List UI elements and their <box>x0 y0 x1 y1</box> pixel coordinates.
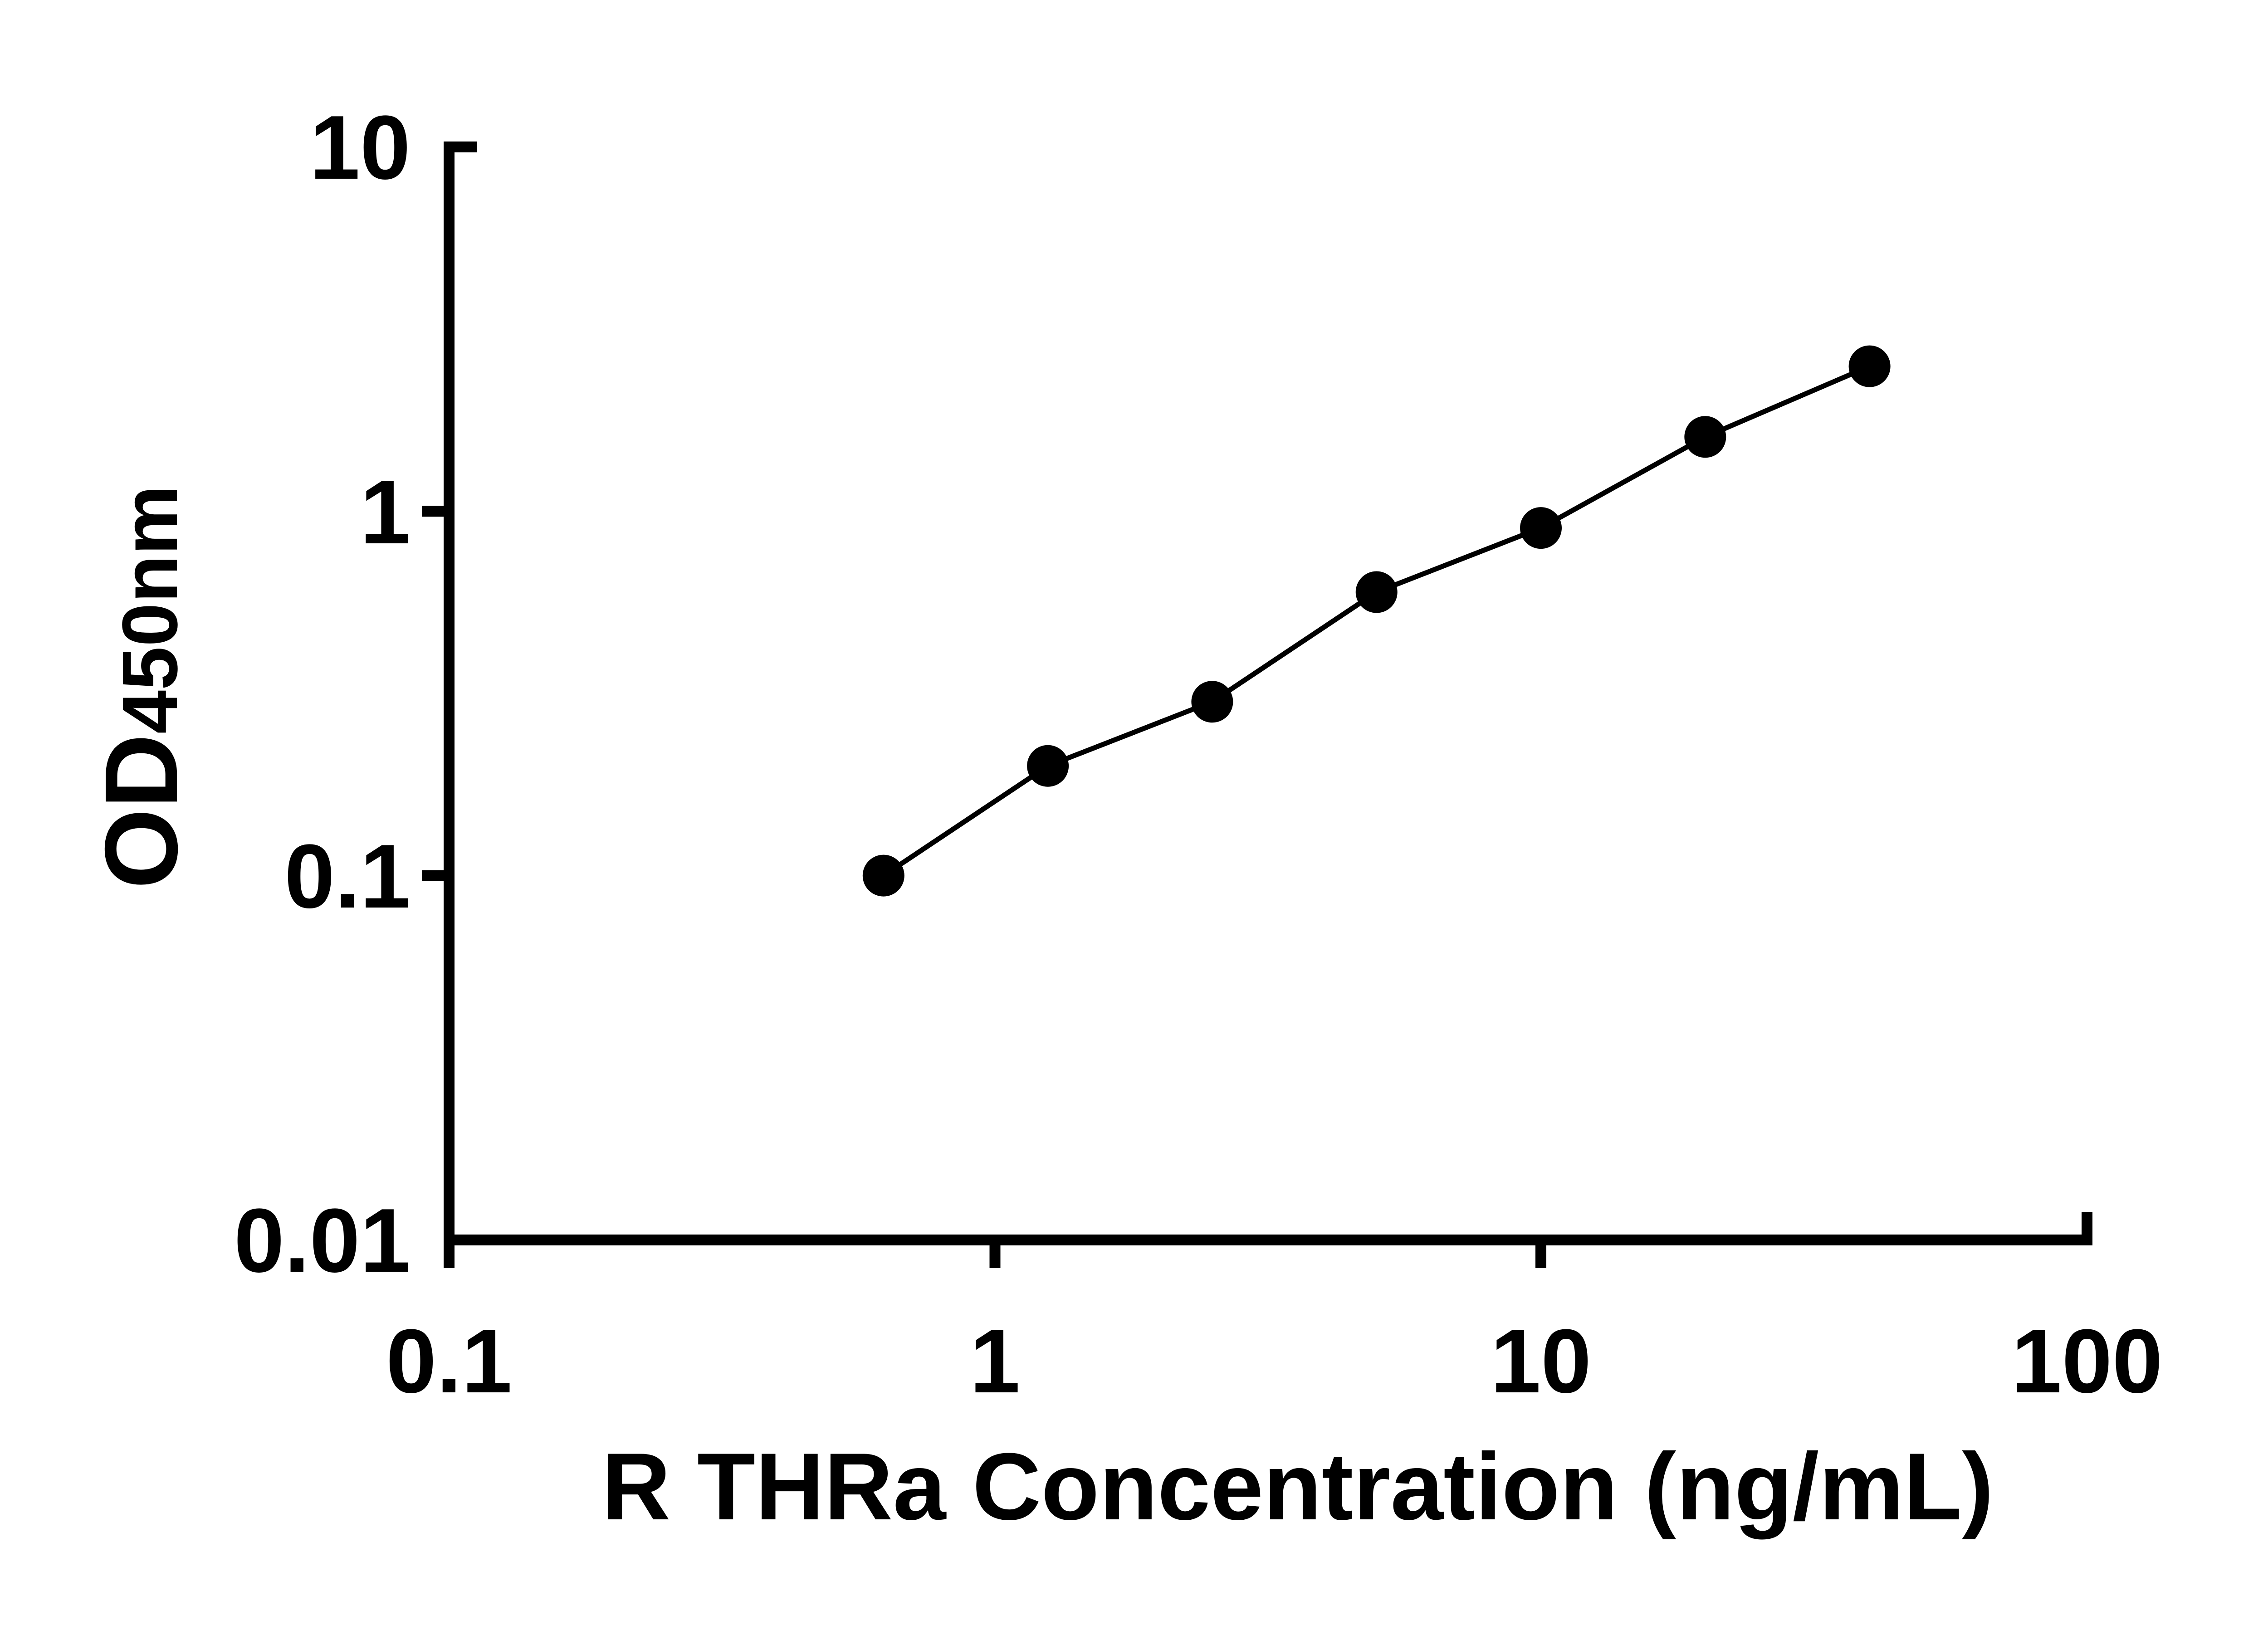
svg-text:0.1: 0.1 <box>386 1311 512 1412</box>
svg-text:0.01: 0.01 <box>234 1190 411 1291</box>
svg-text:10: 10 <box>1491 1311 1591 1412</box>
svg-text:1: 1 <box>360 462 411 563</box>
svg-text:10: 10 <box>310 97 411 198</box>
svg-text:1: 1 <box>970 1311 1020 1412</box>
svg-text:0.1: 0.1 <box>284 826 411 927</box>
svg-text:100: 100 <box>2011 1311 2163 1412</box>
svg-text:R THRa Concentration (ng/mL): R THRa Concentration (ng/mL) <box>602 1433 1994 1540</box>
